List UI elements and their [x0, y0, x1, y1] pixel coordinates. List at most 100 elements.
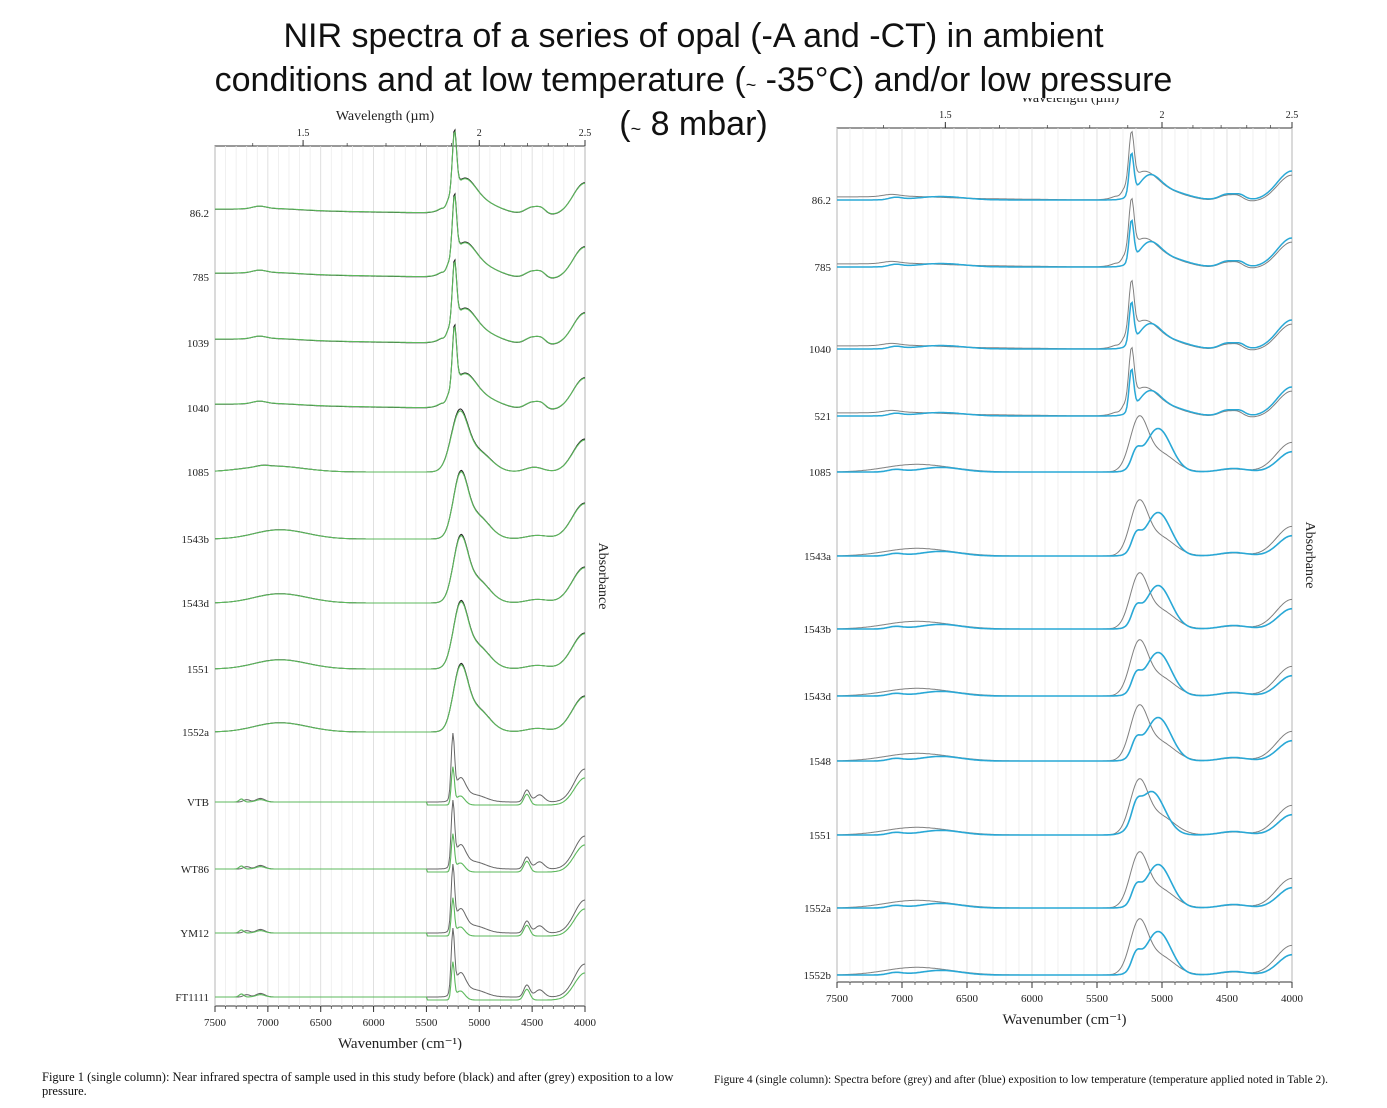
spectrum-1039: 1039: [187, 258, 586, 350]
spectrum-1040: 1040: [809, 279, 1293, 356]
series-before-line: [837, 704, 1293, 762]
top-tick-label: 2.5: [579, 128, 592, 139]
series-after-line: [214, 535, 586, 604]
spectrum-1552a: 1552a: [804, 851, 1293, 915]
x-tick-label: 7500: [826, 993, 849, 1005]
series-before-line: [214, 408, 586, 473]
series-before-line: [215, 662, 586, 733]
top-tick-label: 1.5: [297, 128, 310, 139]
sample-label: 1552a: [804, 903, 831, 915]
sample-label: 1040: [809, 344, 832, 356]
sample-label: YM12: [180, 928, 209, 940]
plot-frame: [836, 127, 1293, 983]
series-before-line: [837, 499, 1293, 557]
top-tick-label: 2: [1160, 110, 1165, 121]
x-tick-label: 5000: [468, 1017, 491, 1029]
spectrum-785: 785: [815, 197, 1293, 274]
sample-label: 1543a: [804, 551, 831, 563]
x-tick-label: 5000: [1151, 993, 1174, 1005]
sample-label: 521: [815, 411, 832, 423]
series-before-line: [215, 800, 586, 870]
x-tick-label: 7000: [891, 993, 914, 1005]
spectrum-86.2: 86.2: [812, 130, 1293, 207]
series-before-line: [215, 733, 586, 803]
series-before-line: [837, 279, 1293, 351]
spectrum-1551: 1551: [187, 599, 586, 676]
sample-label: 1551: [809, 830, 831, 842]
series-before-line: [215, 533, 586, 604]
series-before-line: [837, 572, 1293, 630]
slide-title-line-2: conditions and at low temperature (~ -35…: [214, 61, 1173, 99]
sample-label: 86.2: [190, 208, 209, 220]
spectrum-1085: 1085: [809, 415, 1293, 479]
x-tick-label: 6000: [363, 1017, 386, 1029]
series-after-line: [215, 325, 586, 410]
x-tick-label: 4000: [574, 1017, 597, 1029]
y-axis-label: Absorbance: [595, 543, 610, 610]
series-before-line: [215, 599, 586, 670]
series-after-line: [837, 427, 1293, 473]
sample-label: 785: [193, 272, 210, 284]
series-before-line: [837, 639, 1293, 697]
y-axis-label: Absorbance: [1302, 522, 1317, 589]
figure-4-caption: Figure 4 (single column): Spectra before…: [714, 1074, 1329, 1086]
x-tick-label: 4500: [521, 1017, 544, 1029]
series-before-line: [837, 415, 1293, 473]
series-after-line: [837, 716, 1293, 762]
top-axis-label: Wavelength (µm): [1021, 98, 1120, 106]
spectrum-1548: 1548: [809, 704, 1293, 768]
figure-4-chart: 7500 7000 6500 6000 5500 5000 4500 4000 Wavenumb…: [804, 98, 1318, 1028]
x-tick-label: 5500: [1086, 993, 1109, 1005]
x-tick-label: 6000: [1021, 993, 1044, 1005]
series-after-line: [837, 790, 1293, 836]
series-after-line: [837, 511, 1293, 557]
spectrum-1085: 1085: [187, 408, 586, 479]
x-tick-label: 4500: [1216, 993, 1239, 1005]
series-after-line: [837, 218, 1293, 268]
spectrum-1543b: 1543b: [804, 572, 1293, 636]
x-tick-label: 7000: [257, 1017, 280, 1029]
spectrum-FT1111: FT1111: [175, 928, 586, 1004]
spectrum-1552a: 1552a: [182, 662, 586, 739]
spectrum-785: 785: [193, 192, 586, 284]
figure-1-chart: 7500 7000 6500 6000 5500 5000 4500 4000 Wavenumb…: [175, 109, 610, 1050]
series-before-line: [215, 864, 586, 934]
spectrum-1552b: 1552b: [804, 918, 1293, 982]
spectrum-1543d: 1543d: [804, 639, 1293, 703]
sample-label: 1040: [187, 403, 210, 415]
series-after-line: [214, 664, 586, 733]
sample-label: 1085: [187, 467, 210, 479]
series-before-line: [837, 197, 1293, 269]
top-tick-label: 2: [477, 128, 482, 139]
spectrum-1040: 1040: [187, 323, 586, 415]
slide-title-line-3: (~ 8 mbar): [619, 105, 768, 143]
series-after-line: [837, 930, 1293, 976]
x-tick-label: 4000: [1281, 993, 1304, 1005]
sample-label: 1085: [809, 467, 832, 479]
series-before-line: [837, 130, 1293, 202]
spectrum-1543a: 1543a: [804, 499, 1293, 563]
sample-label: 1543d: [804, 691, 832, 703]
series-after-line: [215, 410, 586, 473]
sample-label: 1543d: [182, 598, 210, 610]
series-after-line: [837, 584, 1293, 630]
spectrum-1551: 1551: [809, 778, 1293, 842]
spectrum-86.2: 86.2: [190, 128, 586, 220]
series-after-line: [215, 961, 586, 1001]
series-before-line: [215, 928, 586, 998]
series-after-line: [837, 863, 1293, 909]
plot-frame: [214, 145, 586, 1007]
spectrum-521: 521: [815, 346, 1293, 423]
top-axis-label: Wavelength (µm): [336, 109, 435, 124]
series-after-line: [215, 897, 586, 937]
series-after-line: [215, 260, 586, 345]
sample-label: 1039: [187, 338, 210, 350]
sample-label: FT1111: [175, 992, 209, 1004]
series-after-line: [837, 151, 1293, 201]
series-after-line: [837, 651, 1293, 697]
series-after-line: [837, 367, 1293, 417]
series-before-line: [837, 346, 1293, 418]
x-tick-label: 6500: [310, 1017, 333, 1029]
series-before-line: [837, 918, 1293, 976]
series-after-line: [215, 833, 586, 873]
